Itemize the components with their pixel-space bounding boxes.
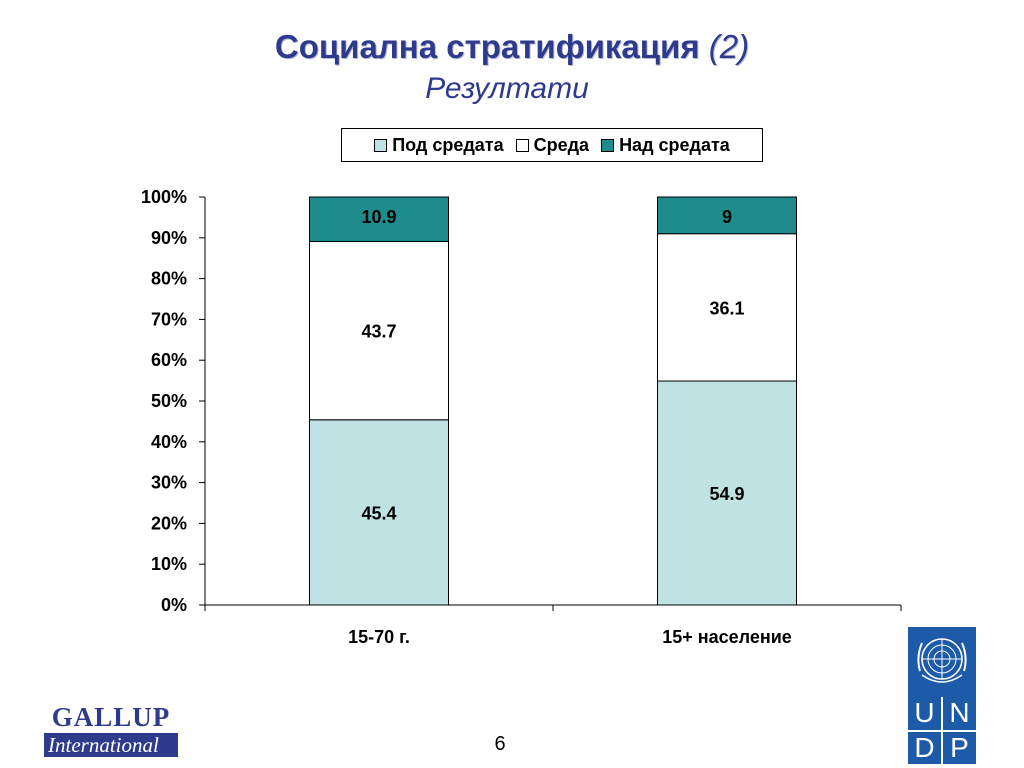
legend-label-below: Под средата <box>392 134 504 155</box>
x-category-label: 15-70 г. <box>348 627 410 647</box>
data-label: 43.7 <box>361 322 396 342</box>
legend-item-below: Под средата <box>374 134 504 156</box>
bar-segment <box>309 419 449 606</box>
slide-subtitle: Резултати <box>425 72 589 105</box>
bar-segment <box>309 196 449 242</box>
gallup-logo: GALLUP International <box>44 702 178 757</box>
gallup-logo-bottom: International <box>44 733 178 757</box>
un-emblem-icon <box>908 627 976 695</box>
bar-segment <box>309 240 449 421</box>
gallup-logo-top: GALLUP <box>51 702 171 732</box>
y-tick-label: 0% <box>161 595 187 615</box>
y-tick-label: 70% <box>151 309 187 329</box>
data-label: 36.1 <box>709 298 744 318</box>
legend-swatch-below <box>374 138 388 152</box>
page-number: 6 <box>494 733 506 755</box>
slide-title-main: Социална стратификация <box>274 28 700 65</box>
bar-segment <box>657 196 797 235</box>
undp-logo: U N D P <box>908 627 976 764</box>
legend-swatch-above <box>601 138 615 152</box>
y-tick-label: 20% <box>151 513 187 533</box>
bar-segment <box>657 233 797 382</box>
undp-letter-n: N <box>943 697 976 730</box>
y-tick-label: 30% <box>151 473 187 493</box>
y-tick-label: 10% <box>151 554 187 574</box>
x-category-label: 15+ население <box>662 627 792 647</box>
y-tick-label: 60% <box>151 350 187 370</box>
slide-title: Социална стратификация (2) <box>0 28 1024 66</box>
legend-swatch-middle <box>515 138 529 152</box>
chart-legend: Под средата Среда Над средата <box>341 128 763 162</box>
undp-letter-d: D <box>908 731 941 764</box>
data-label: 10.9 <box>361 207 396 227</box>
data-label: 45.4 <box>361 503 396 523</box>
data-label: 9 <box>722 207 732 227</box>
legend-label-above: Над средата <box>619 134 730 155</box>
legend-item-above: Над средата <box>601 135 730 156</box>
y-tick-label: 80% <box>151 269 187 289</box>
slide-title-number: (2) <box>708 28 750 65</box>
y-tick-label: 40% <box>151 432 187 452</box>
undp-letter-p: P <box>943 731 976 764</box>
undp-letter-grid: U N D P <box>908 697 976 764</box>
legend-label-middle: Среда <box>533 134 590 155</box>
undp-letter-u: U <box>908 697 941 730</box>
legend-item-middle: Среда <box>515 134 590 156</box>
y-tick-label: 100% <box>141 187 187 207</box>
data-label: 54.9 <box>709 484 744 504</box>
y-tick-label: 50% <box>151 391 187 411</box>
y-tick-label: 90% <box>151 228 187 248</box>
